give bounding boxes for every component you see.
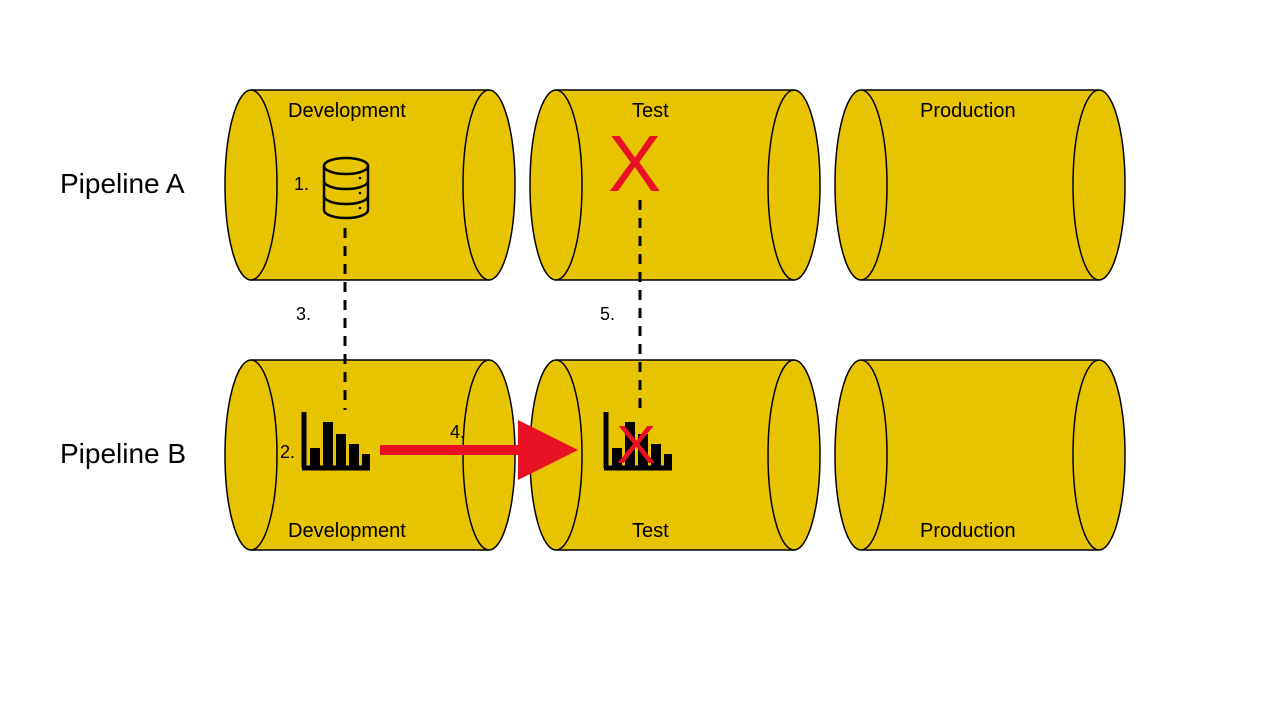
stage-b-test-label: Test	[632, 520, 669, 543]
stage-a-prod-label: Production	[920, 100, 1016, 123]
pipeline-b-label: Pipeline B	[60, 438, 186, 470]
pipeline-a-label: Pipeline A	[60, 168, 185, 200]
stage-a-dev-label: Development	[288, 100, 406, 123]
cylinder-b-test	[530, 360, 820, 550]
step-5: 5.	[600, 304, 615, 325]
fail-x-icon: X	[608, 124, 661, 204]
step-1: 1.	[294, 174, 309, 195]
stage-b-prod-label: Production	[920, 520, 1016, 543]
step-3: 3.	[296, 304, 311, 325]
stage-b-dev-label: Development	[288, 520, 406, 543]
step-2: 2.	[280, 442, 295, 463]
step-4: 4.	[450, 422, 465, 443]
fail-x-small-icon: X	[616, 418, 656, 472]
cylinder-a-test	[530, 90, 820, 280]
